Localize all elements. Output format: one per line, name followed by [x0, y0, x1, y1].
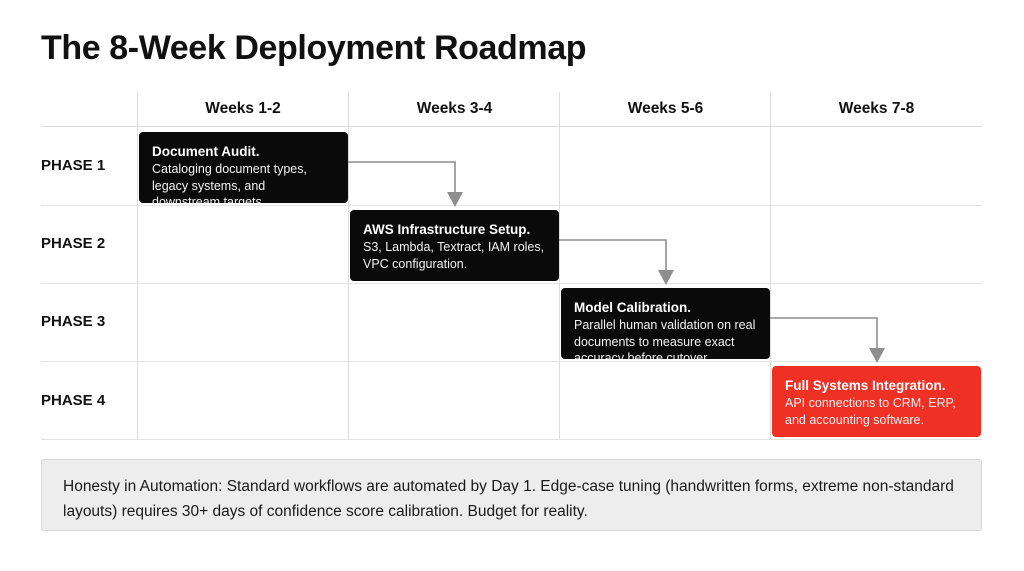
grid-hline-1 [41, 205, 982, 206]
row-label-phase-1: PHASE 1 [41, 157, 106, 174]
grid-hline-2 [41, 283, 982, 284]
column-header-weeks-5-6: Weeks 5-6 [627, 100, 704, 117]
phase-card-description: API connections to CRM, ERP, and account… [785, 396, 956, 427]
phase-card-description: S3, Lambda, Textract, IAM roles, VPC con… [363, 240, 545, 271]
row-label-phase-4: PHASE 4 [41, 392, 106, 409]
phase-card-title: Model Calibration. [574, 300, 692, 315]
row-label-phase-2: PHASE 2 [41, 235, 106, 252]
footnote-callout: Honesty in Automation: Standard workflow… [41, 459, 982, 531]
phase-card-description: Cataloging document types, legacy system… [152, 162, 307, 203]
phase-card-document-audit[interactable]: Document Audit. Cataloging document type… [139, 132, 348, 203]
grid-hline-4 [41, 439, 982, 440]
phase-card-title: Document Audit. [152, 144, 260, 159]
phase-card-title: AWS Infrastructure Setup. [363, 222, 531, 237]
phase-card-full-systems-integration[interactable]: Full Systems Integration. API connection… [772, 366, 981, 437]
page-title: The 8-Week Deployment Roadmap [41, 29, 587, 67]
grid-vline-2 [348, 92, 349, 440]
phase-card-model-calibration[interactable]: Model Calibration. Parallel human valida… [561, 288, 770, 359]
grid-hline-header [41, 126, 982, 127]
column-header-weeks-3-4: Weeks 3-4 [416, 100, 493, 117]
row-label-phase-3: PHASE 3 [41, 313, 106, 330]
column-header-weeks-1-2: Weeks 1-2 [205, 100, 281, 117]
column-header-weeks-7-8: Weeks 7-8 [838, 100, 915, 117]
roadmap-matrix: Weeks 1-2 Weeks 3-4 Weeks 5-6 Weeks 7-8 … [41, 92, 982, 440]
phase-card-description: Parallel human validation on real docume… [574, 318, 756, 359]
phase-card-title: Full Systems Integration. [785, 378, 946, 393]
grid-vline-3 [559, 92, 560, 440]
grid-vline-1 [137, 92, 138, 440]
grid-vline-4 [770, 92, 771, 440]
grid-hline-3 [41, 361, 982, 362]
phase-card-aws-infrastructure-setup[interactable]: AWS Infrastructure Setup. S3, Lambda, Te… [350, 210, 559, 281]
